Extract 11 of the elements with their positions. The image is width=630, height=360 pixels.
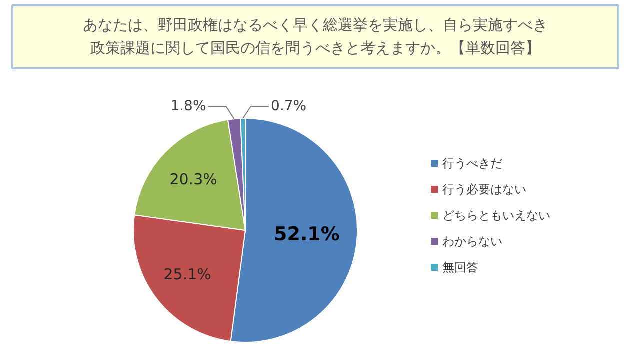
chart-title: あなたは、野田政権はなるべく早く総選挙を実施し、自ら実施すべき政策課題に関して国民の信を問うべきと考えますか。【単数回答】: [83, 16, 548, 58]
legend-label: 行うべきだ: [442, 156, 502, 170]
legend-label: どちらともいえない: [442, 208, 550, 222]
legend-label: 行う必要はない: [442, 182, 526, 196]
data-label: 0.7%: [271, 98, 307, 114]
data-label: 25.1%: [164, 266, 212, 284]
data-label: 20.3%: [170, 170, 218, 189]
legend-label: 無回答: [442, 260, 478, 274]
legend-label: わからない: [442, 234, 502, 248]
data-label: 1.8%: [170, 98, 206, 114]
data-label: 52.1%: [274, 224, 340, 246]
